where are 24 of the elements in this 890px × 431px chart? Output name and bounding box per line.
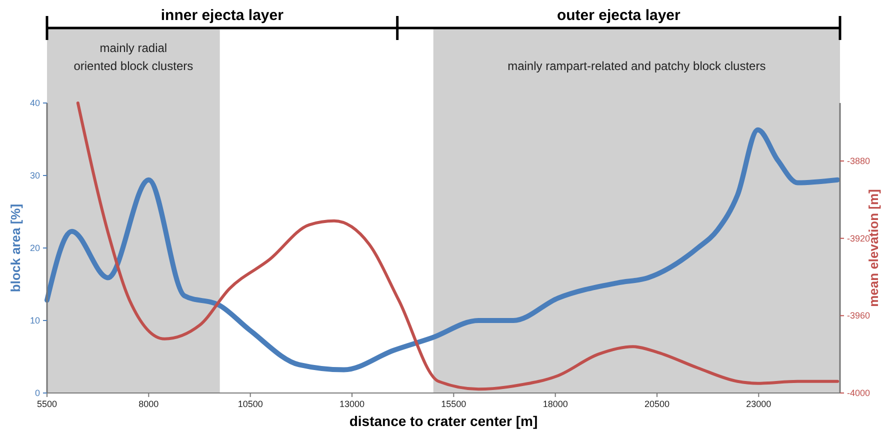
y2-tick-label: -3920 (847, 233, 870, 244)
line-series (76, 102, 840, 391)
y2-tick-label: -4000 (847, 388, 870, 398)
x-tick-label: 23000 (746, 399, 772, 409)
x-tick-label: 13000 (339, 399, 365, 409)
x-tick-label: 15500 (441, 399, 466, 409)
x-tick-label: 20500 (644, 399, 670, 409)
y-tick-label: 40 (30, 98, 40, 108)
y-tick-label: 20 (30, 243, 40, 253)
y2-tick-label: -3880 (847, 156, 870, 166)
x-tick-label: 10500 (238, 399, 263, 409)
y-axis-title: block area [%] (8, 204, 23, 292)
text: outer ejecta layer (556, 7, 681, 24)
y-tick-label: 10 (30, 316, 40, 326)
text: inner ejecta layer (160, 7, 284, 24)
y-tick-label: 30 (30, 170, 40, 180)
band-label: mainly rampart-related and patchy block clusters (508, 59, 766, 73)
x-tick-label: 18000 (542, 399, 568, 409)
x-tick-label: 8000 (138, 399, 159, 409)
x-tick-label: 5500 (36, 399, 58, 409)
y-tick-label: 0 (34, 388, 40, 398)
band-label: mainly radial oriented block clusters (74, 41, 194, 73)
x-axis-title: distance to crater center [m] (349, 413, 538, 429)
y2-tick-label: -3960 (847, 310, 870, 321)
